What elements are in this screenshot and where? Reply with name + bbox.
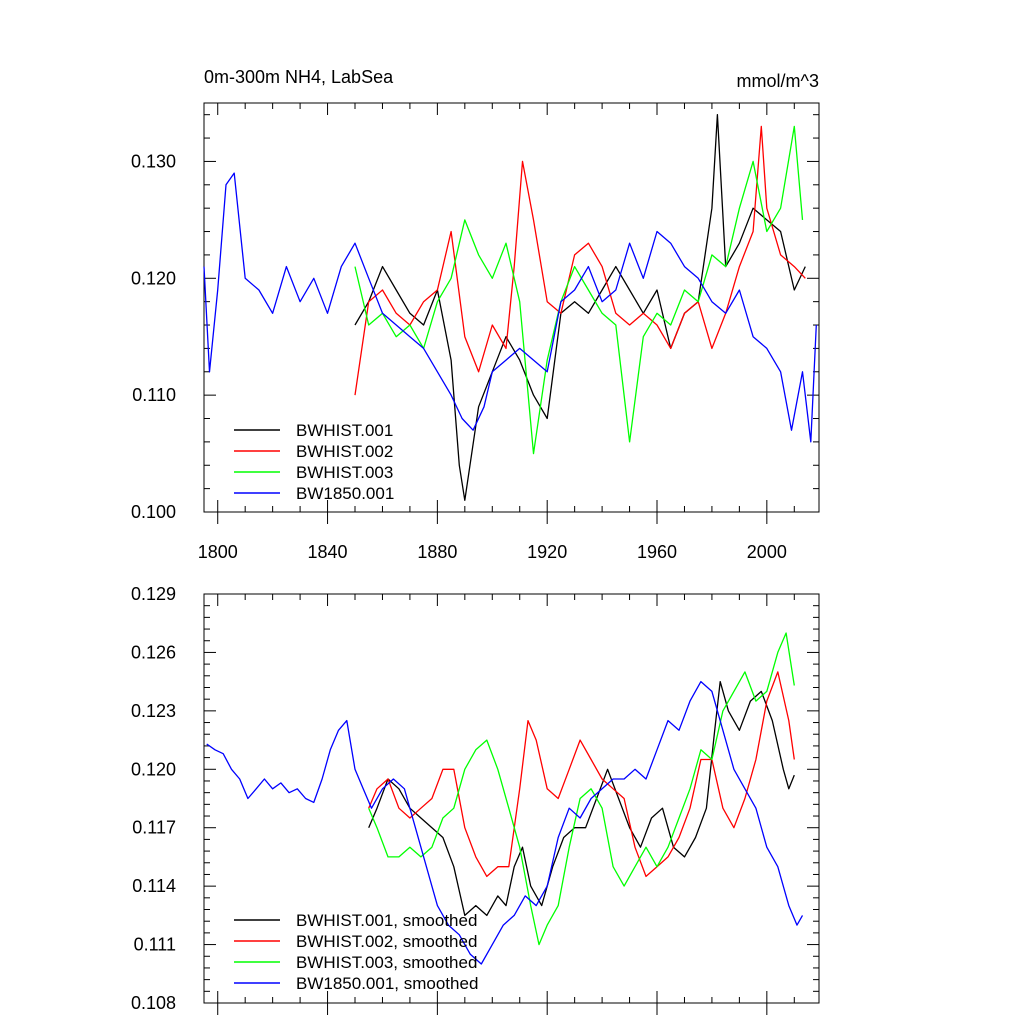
y-tick-label: 0.108 xyxy=(131,993,176,1013)
series-line-bwhist-002 xyxy=(354,125,806,396)
x-tick-label: 1920 xyxy=(527,542,567,562)
legend-label: BWHIST.003, smoothed xyxy=(296,953,477,972)
y-tick-label: 0.110 xyxy=(132,385,176,405)
x-tick-label: 2000 xyxy=(747,542,787,562)
series-line-bw1850-001-smoothed xyxy=(206,680,804,965)
x-tick-label: 1800 xyxy=(198,542,238,562)
series-line-bwhist-001-smoothed xyxy=(368,680,795,917)
legend-label: BWHIST.002, smoothed xyxy=(296,932,477,951)
x-tick-label: 1880 xyxy=(417,542,457,562)
x-tick-label: 1960 xyxy=(637,542,677,562)
y-tick-label: 0.126 xyxy=(131,642,176,662)
legend-label: BW1850.001 xyxy=(296,484,394,503)
y-tick-label: 0.100 xyxy=(131,502,176,522)
chart-title: 0m-300m NH4, LabSea xyxy=(204,67,394,87)
series-line-bwhist-003 xyxy=(354,125,804,455)
y-tick-label: 0.123 xyxy=(131,701,176,721)
y-tick-label: 0.120 xyxy=(131,268,176,288)
x-tick-label: 1840 xyxy=(308,542,348,562)
units-label: mmol/m^3 xyxy=(737,71,819,91)
top-panel-raw-series: 1800 1840 1880 1920 1960 2000 0.100 0.110 0.120 0… xyxy=(131,67,820,562)
legend-label: BWHIST.003 xyxy=(296,463,393,482)
y-tick-label: 0.129 xyxy=(131,584,176,604)
bottom-panel-smoothed-series: 0.108 0.111 0.114 0.117 0.120 0.123 0.126 0.129… xyxy=(131,584,820,1015)
y-tick-label: 0.117 xyxy=(132,818,176,838)
y-tick-label: 0.111 xyxy=(134,935,176,955)
series-line-bwhist-001 xyxy=(354,114,806,501)
series-line-bwhist-002-smoothed xyxy=(368,671,795,878)
legend-label: BWHIST.001, smoothed xyxy=(296,911,477,930)
y-tick-label: 0.114 xyxy=(132,876,176,896)
plot-frame xyxy=(203,102,820,513)
series-line-bwhist-003-smoothed xyxy=(368,632,795,946)
plot-frame xyxy=(203,593,820,1004)
legend-label: BW1850.001, smoothed xyxy=(296,974,478,993)
y-tick-label: 0.130 xyxy=(131,151,176,171)
y-tick-label: 0.120 xyxy=(131,759,176,779)
legend-label: BWHIST.002 xyxy=(296,442,393,461)
series-line-bw1850-001 xyxy=(203,172,817,443)
legend-label: BWHIST.001 xyxy=(296,421,393,440)
